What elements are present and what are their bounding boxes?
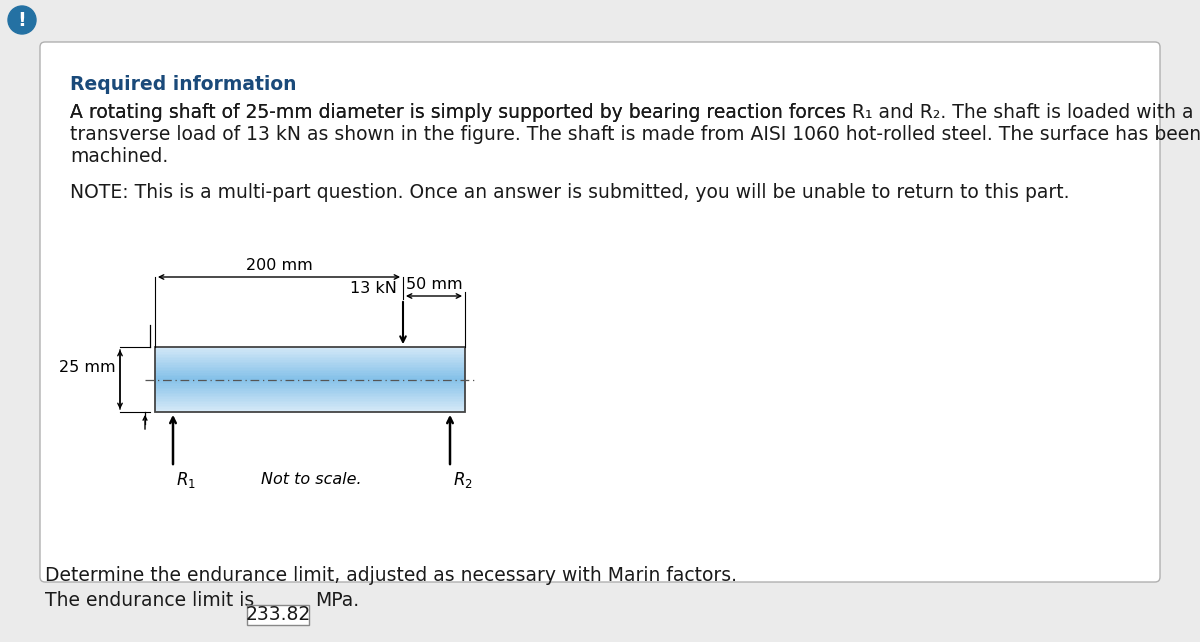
Bar xyxy=(155,375,466,376)
Text: A rotating shaft of 25-mm diameter is simply supported by bearing reaction force: A rotating shaft of 25-mm diameter is si… xyxy=(70,103,852,122)
Text: $R_1$: $R_1$ xyxy=(176,470,196,490)
Bar xyxy=(155,394,466,395)
Text: NOTE: This is a multi-part question. Once an answer is submitted, you will be un: NOTE: This is a multi-part question. Onc… xyxy=(70,183,1069,202)
Bar xyxy=(155,395,466,397)
Bar xyxy=(155,363,466,365)
Bar xyxy=(155,399,466,401)
Bar xyxy=(155,378,466,379)
Bar xyxy=(155,391,466,392)
Text: Determine the endurance limit, adjusted as necessary with Marin factors.: Determine the endurance limit, adjusted … xyxy=(46,566,737,585)
Bar xyxy=(155,370,466,371)
Text: 25 mm: 25 mm xyxy=(59,361,116,376)
Bar xyxy=(155,386,466,388)
Bar xyxy=(155,376,466,378)
Bar xyxy=(155,406,466,407)
Bar xyxy=(155,379,466,381)
Text: transverse load of 13 kN as shown in the figure. The shaft is made from AISI 106: transverse load of 13 kN as shown in the… xyxy=(70,125,1200,144)
Bar xyxy=(155,392,466,394)
Text: The endurance limit is: The endurance limit is xyxy=(46,591,254,610)
Bar xyxy=(155,409,466,410)
Bar xyxy=(155,397,466,399)
Text: machined.: machined. xyxy=(70,147,168,166)
Bar xyxy=(155,347,466,412)
Text: $R_2$: $R_2$ xyxy=(454,470,473,490)
Bar xyxy=(155,383,466,385)
Text: 200 mm: 200 mm xyxy=(246,258,312,273)
Bar xyxy=(155,373,466,375)
Bar xyxy=(155,351,466,352)
Text: MPa.: MPa. xyxy=(314,591,359,610)
Bar xyxy=(155,360,466,361)
Bar xyxy=(155,389,466,391)
Text: A rotating shaft of 25-mm diameter is simply supported by bearing reaction force: A rotating shaft of 25-mm diameter is si… xyxy=(70,103,1194,122)
Bar xyxy=(155,347,466,349)
Bar xyxy=(155,403,466,404)
Bar xyxy=(155,352,466,354)
Text: Not to scale.: Not to scale. xyxy=(262,472,362,487)
Text: 50 mm: 50 mm xyxy=(406,277,462,292)
Bar xyxy=(155,365,466,367)
Text: Required information: Required information xyxy=(70,75,296,94)
Bar xyxy=(155,358,466,360)
Bar xyxy=(155,355,466,357)
Bar xyxy=(155,371,466,373)
Circle shape xyxy=(8,6,36,34)
Bar xyxy=(155,361,466,363)
Bar xyxy=(155,367,466,368)
Bar xyxy=(155,388,466,389)
Bar xyxy=(155,385,466,386)
Text: 233.82: 233.82 xyxy=(245,605,311,625)
Text: !: ! xyxy=(18,10,26,30)
Bar xyxy=(155,354,466,355)
Bar xyxy=(155,410,466,412)
Bar xyxy=(155,349,466,351)
Bar xyxy=(247,605,310,625)
Bar xyxy=(155,381,466,383)
Bar xyxy=(155,357,466,358)
Bar xyxy=(155,407,466,409)
Bar xyxy=(155,401,466,403)
Text: 13 kN: 13 kN xyxy=(350,281,397,296)
Bar xyxy=(155,368,466,370)
Bar xyxy=(155,404,466,406)
FancyBboxPatch shape xyxy=(40,42,1160,582)
